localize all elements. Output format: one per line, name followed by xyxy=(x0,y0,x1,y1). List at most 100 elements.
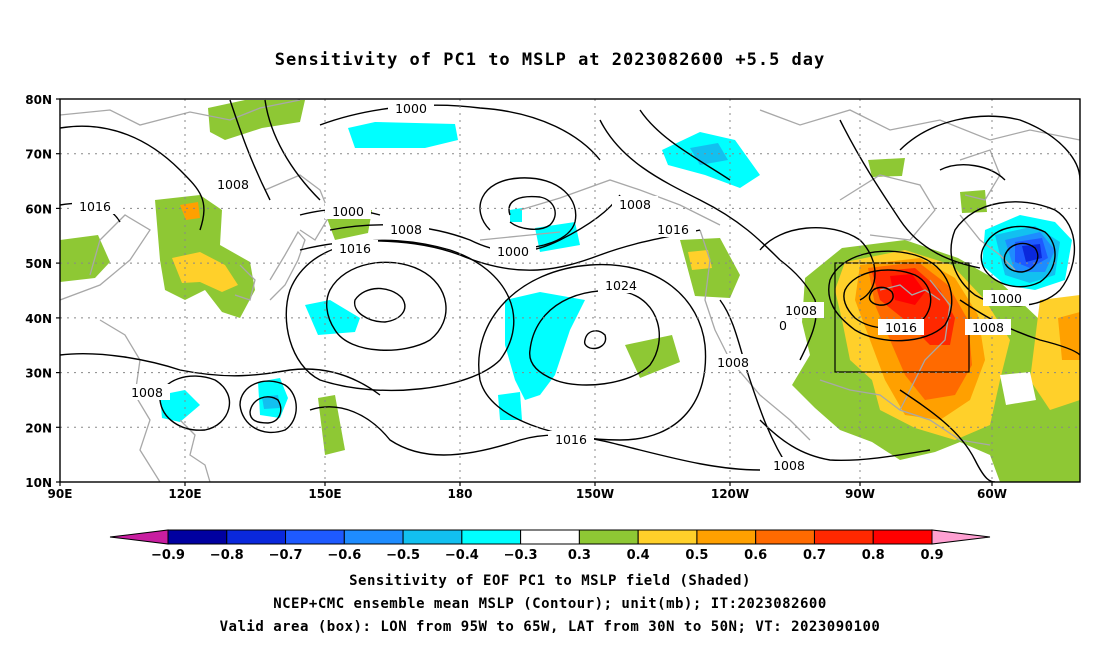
coast-asia xyxy=(60,99,301,126)
lat-label: 60N xyxy=(25,202,52,216)
svg-text:1008: 1008 xyxy=(717,355,749,370)
positive-shade-na-core xyxy=(890,274,925,305)
colorbar-label: −0.9 xyxy=(151,548,185,563)
negative-shade-alaska-inner xyxy=(690,143,728,165)
contour-label: 0 xyxy=(776,317,790,333)
positive-shade-asia-yellow xyxy=(172,252,238,292)
lat-label: 80N xyxy=(25,93,52,107)
contour-arctic-canada-3 xyxy=(939,164,1006,181)
svg-text:1008: 1008 xyxy=(972,320,1004,335)
contour-label: 1008 xyxy=(383,221,429,237)
positive-shade-atlantic-orange xyxy=(1058,312,1080,360)
svg-text:1000: 1000 xyxy=(497,244,529,259)
contour-label: 1008 xyxy=(612,196,658,212)
contour-label: 1008 xyxy=(766,457,812,473)
svg-text:1008: 1008 xyxy=(390,222,422,237)
colorbar-extend-low xyxy=(109,529,169,545)
coast-gulf-mexico xyxy=(819,379,991,446)
coastline-layer xyxy=(60,99,1080,482)
coast-labrador xyxy=(959,214,1016,271)
coast-north-america-west xyxy=(699,229,811,441)
svg-text:1008: 1008 xyxy=(773,458,805,473)
contour-label: 1008 xyxy=(778,302,824,318)
negative-shade-bering-small xyxy=(510,208,522,222)
colorbar-swatch xyxy=(402,529,463,545)
contour-atlantic-low-outer xyxy=(950,201,1076,307)
contour-alaska-2 xyxy=(639,109,731,181)
contour-label: 1016 xyxy=(72,198,118,214)
colorbar-label: −0.7 xyxy=(269,548,303,563)
contour-east-pacific xyxy=(779,259,817,361)
negative-shade-newfoundland-4 xyxy=(1022,244,1042,262)
coast-korea xyxy=(234,264,256,301)
lon-label: 60W xyxy=(977,487,1007,501)
contour-label: 1016 xyxy=(548,431,594,447)
contour-label: 1016 xyxy=(650,221,696,237)
contour-pacific-high-1024 xyxy=(528,290,660,386)
colorbar-label: 0.9 xyxy=(920,548,943,563)
contour-label: 1008 xyxy=(124,384,170,400)
contour-label: 1000 xyxy=(983,290,1029,306)
colorbar-swatch xyxy=(226,529,287,545)
negative-shade-japan-south xyxy=(305,300,360,335)
svg-text:1016: 1016 xyxy=(339,241,371,256)
colorbar-swatch xyxy=(696,529,757,545)
contour-na-low-inner xyxy=(868,286,894,306)
contour-mexico-1008 xyxy=(759,419,931,462)
contour-1008-north xyxy=(60,125,205,231)
colorbar-swatch xyxy=(520,529,580,545)
lat-label: 20N xyxy=(25,421,52,435)
contour-labels: 1000 1008 1016 1000 1008 1016 1000 1008 … xyxy=(72,100,1029,473)
colorbar-label: 0.6 xyxy=(744,548,767,563)
contour-tropical-low-3 xyxy=(249,396,282,424)
svg-text:1024: 1024 xyxy=(605,278,637,293)
colorbar-swatch xyxy=(461,529,522,545)
colorbar-swatch xyxy=(285,529,345,545)
coast-arctic-canada xyxy=(759,109,1080,141)
colorbar-swatch xyxy=(578,529,639,545)
colorbar-label: −0.5 xyxy=(386,548,420,563)
colorbar-swatch xyxy=(755,529,815,545)
positive-shade-atlantic-hole xyxy=(1000,372,1036,405)
caption-valid-area: Valid area (box): LON from 95W to 65W, L… xyxy=(219,619,881,635)
coast-kamchatka xyxy=(264,174,331,241)
lon-label: 150E xyxy=(308,487,341,501)
positive-shade-pacific-20n xyxy=(318,395,345,455)
colorbar-swatch xyxy=(343,529,404,545)
contour-pacific-high-inner xyxy=(583,330,607,350)
colorbar-label: 0.5 xyxy=(685,548,708,563)
contour-label: 1016 xyxy=(332,240,378,256)
contour-label: 1000 xyxy=(325,203,371,219)
contour-1000-north xyxy=(319,104,601,161)
contour-label: 1016 xyxy=(878,319,924,335)
map-title: Sensitivity of PC1 to MSLP at 2023082600… xyxy=(274,50,826,70)
lon-label: 90E xyxy=(48,487,73,501)
contour-gulf xyxy=(899,389,996,482)
contour-label: 1008 xyxy=(710,354,756,370)
contour-na-low-1008 xyxy=(828,250,953,342)
svg-text:1016: 1016 xyxy=(79,199,111,214)
positive-shade-westcoast-yellow xyxy=(688,250,712,270)
contour-tropical-1008 xyxy=(60,352,381,396)
lat-label: 70N xyxy=(25,148,52,162)
contour-label: 1000 xyxy=(388,100,434,116)
coast-aleutians xyxy=(479,231,561,241)
lon-label: 120W xyxy=(711,487,749,501)
caption-shading: Sensitivity of EOF PC1 to MSLP field (Sh… xyxy=(349,573,751,589)
negative-shade-pacific xyxy=(505,292,585,400)
lon-label: 90W xyxy=(845,487,875,501)
colorbar-label: 0.7 xyxy=(803,548,826,563)
colorbar-label: 0.4 xyxy=(627,548,650,563)
contour-arctic-canada-1 xyxy=(839,119,981,269)
contour-siberia-low-2 xyxy=(264,99,321,201)
contour-label: 1008 xyxy=(210,176,256,192)
colorbar: −0.9 −0.8 −0.7 −0.6 −0.5 −0.4 −0.3 0.3 0.4 0.5 0.6… xyxy=(109,529,991,563)
contour-bering-low-outer xyxy=(479,177,577,249)
positive-shade-arctic-canada xyxy=(868,158,905,177)
lat-label: 50N xyxy=(25,257,52,271)
colorbar-extend-high xyxy=(931,529,991,545)
graticule xyxy=(60,99,1080,482)
colorbar-label: −0.3 xyxy=(504,548,538,563)
contour-bering-low-inner xyxy=(508,195,556,230)
